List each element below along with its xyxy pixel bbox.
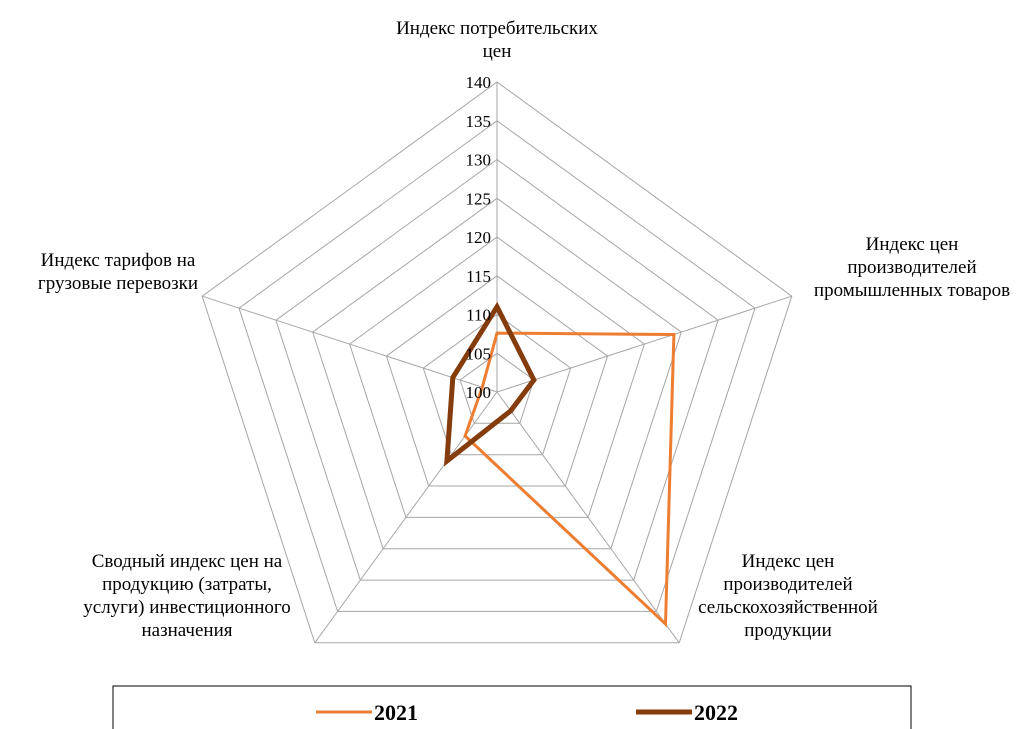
radar-grid [201, 81, 793, 644]
radial-tick-labels: 100 105 110 115 120 125 130 135 140 [466, 73, 492, 402]
tick-label-105: 105 [466, 344, 492, 363]
axis-label-ppi_industrial: Индекс цен производителей промышленных тов… [814, 234, 1010, 301]
data-point-2021-ppi_agri [665, 623, 666, 625]
legend-label-2021: 2021 [374, 700, 418, 725]
grid-ring-125 [312, 197, 682, 550]
axis-label-cpi: Индекс потребительских цен [396, 18, 598, 62]
tick-label-135: 135 [466, 112, 492, 131]
spoke-freight [202, 295, 498, 393]
data-point-2022-invest [446, 460, 448, 462]
tick-label-130: 130 [466, 151, 492, 170]
data-point-2022-ppi_agri [510, 410, 512, 412]
spoke-ppi_industrial [496, 295, 792, 393]
axis-label-freight: Индекс тарифов на грузовые перевозки [38, 250, 198, 294]
tick-label-140: 140 [466, 73, 492, 92]
data-point-2022-freight [452, 377, 454, 379]
legend-box [112, 685, 912, 729]
series-line-2022 [444, 301, 537, 467]
tick-label-100: 100 [466, 383, 492, 402]
grid-ring-115 [385, 275, 609, 487]
axis-label-invest: Сводный индекс цен на продукцию (затраты,… [83, 551, 290, 641]
axis-labels: Индекс потребительских цен Индекс цен произ… [38, 18, 1010, 641]
data-point-2021-ppi_industrial [673, 334, 675, 335]
data-point-2022-cpi [496, 306, 498, 308]
legend-label-2022: 2022 [694, 700, 738, 725]
tick-label-120: 120 [466, 228, 492, 247]
grid-ring-140 [201, 81, 793, 644]
data-point-2021-invest [464, 435, 466, 437]
axis-label-ppi_agri: Индекс цен производителей сельскохозяйстве… [698, 551, 878, 641]
grid-ring-120 [349, 236, 645, 518]
radar-series [444, 301, 676, 628]
data-point-2022-ppi_industrial [533, 379, 535, 381]
data-point-2021-freight [481, 386, 483, 388]
radar-spokes [202, 82, 792, 644]
data-point-2021-cpi [496, 332, 498, 334]
tick-label-125: 125 [466, 189, 492, 208]
grid-ring-135 [238, 120, 756, 612]
grid-ring-110 [422, 313, 572, 456]
tick-label-115: 115 [466, 267, 491, 286]
spoke-ppi_agri [496, 391, 680, 644]
series-line-2021 [463, 331, 676, 628]
tick-label-110: 110 [466, 306, 491, 325]
legend: 2021 2022 [112, 685, 912, 729]
grid-ring-130 [275, 158, 719, 581]
